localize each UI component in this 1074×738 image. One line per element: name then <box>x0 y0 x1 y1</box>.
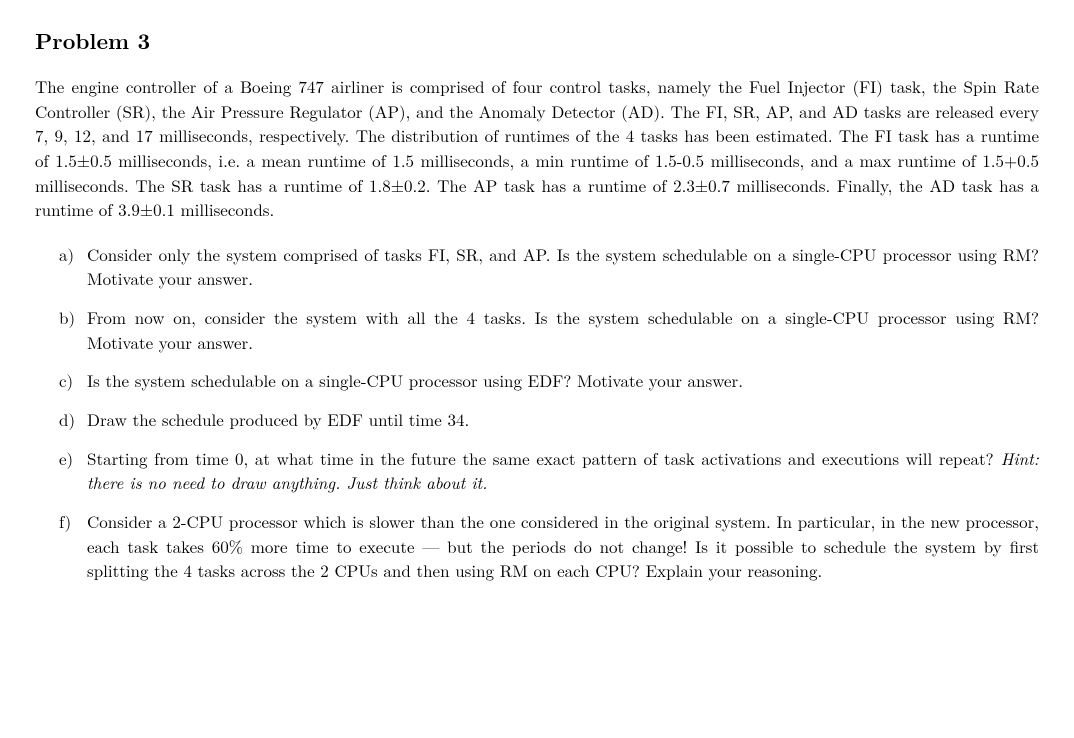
item-text: Is the system schedulable on a single-CP… <box>87 368 743 392</box>
item-text: Consider only the system comprised of ta… <box>87 242 1039 291</box>
item-text: Draw the schedule produced by EDF until … <box>87 407 469 431</box>
item-marker: f) <box>59 509 71 534</box>
problem-item-f: f) Consider a 2-CPU processor which is s… <box>65 509 1039 583</box>
problem-title: Problem 3 <box>35 25 1039 56</box>
problem-item-d: d) Draw the schedule produced by EDF unt… <box>65 407 1039 432</box>
item-text: From now on, consider the system with al… <box>87 305 1039 354</box>
problem-item-e: e) Starting from time 0, at what time in… <box>65 446 1039 495</box>
item-marker: c) <box>59 368 73 393</box>
problem-body: The engine controller of a Boeing 747 ai… <box>35 74 1039 222</box>
problem-item-a: a) Consider only the system comprised of… <box>65 242 1039 291</box>
item-text: Consider a 2-CPU processor which is slow… <box>87 509 1039 582</box>
item-text: Starting from time 0, at what time in th… <box>87 446 994 470</box>
item-marker: a) <box>59 242 74 267</box>
problem-item-c: c) Is the system schedulable on a single… <box>65 368 1039 393</box>
problem-item-b: b) From now on, consider the system with… <box>65 305 1039 354</box>
item-marker: e) <box>59 446 73 471</box>
problem-list: a) Consider only the system comprised of… <box>35 242 1039 583</box>
item-marker: b) <box>59 305 75 330</box>
item-marker: d) <box>59 407 75 432</box>
